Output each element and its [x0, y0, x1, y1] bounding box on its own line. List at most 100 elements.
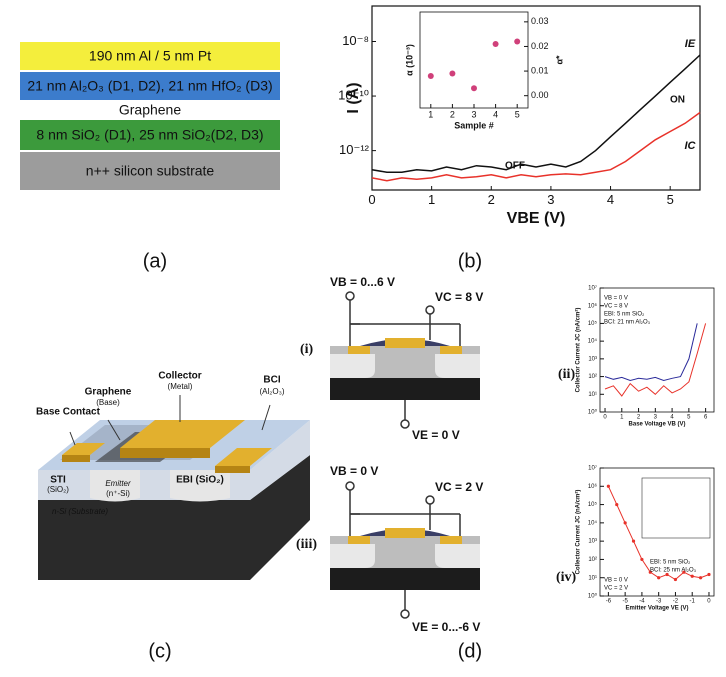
annotation: ON	[670, 95, 685, 106]
y-tick-label: 10⁰	[588, 593, 598, 600]
x-tick-label: 1	[620, 414, 624, 420]
voltage-label: VB = 0...6 V	[330, 275, 395, 289]
data-point	[607, 485, 610, 488]
x-tick-label: 4	[493, 110, 498, 120]
voltage-label: VE = 0...-6 V	[412, 620, 480, 634]
x-tick-label: -6	[606, 598, 612, 604]
panel-label: (c)	[148, 640, 171, 662]
y-tick-label: 10⁻⁸	[342, 33, 369, 48]
y-tick-label: 10⁶	[588, 302, 598, 309]
y-tick-label: 10⁷	[588, 465, 597, 472]
voltage-label: VC = 2 V	[435, 480, 483, 494]
data-point	[707, 573, 710, 576]
data-point	[624, 521, 627, 524]
device-label: BCI	[263, 375, 280, 386]
data-point	[699, 576, 702, 579]
y2-axis-label: α*	[554, 55, 564, 65]
y-tick-label: 10¹	[588, 392, 597, 398]
x-tick-label: 1	[428, 110, 433, 120]
device-label: Base Contact	[36, 407, 101, 418]
y-tick-label: 10¹	[588, 575, 597, 581]
plot-frame	[420, 12, 528, 108]
layer-label: 21 nm Al₂O₃ (D1, D2), 21 nm HfO₂ (D3)	[27, 78, 272, 94]
annotation: OFF	[505, 161, 525, 172]
series-line	[605, 323, 706, 396]
voltage-label: VC = 8 V	[435, 290, 483, 304]
y2-tick-label: 0.00	[531, 90, 549, 100]
annotation: VB = 0 V	[604, 296, 628, 302]
x-tick-label: 2	[450, 110, 455, 120]
device-label: STI	[50, 475, 66, 486]
layer-label: n++ silicon substrate	[86, 163, 215, 179]
panel-label: (ii)	[558, 367, 575, 382]
device-label: Graphene	[85, 387, 132, 398]
device-label: EBI (SiO₂)	[176, 475, 224, 486]
panel-label: (d)	[458, 640, 482, 662]
x-tick-label: 3	[471, 110, 476, 120]
y-tick-label: 10³	[588, 539, 597, 545]
series-label: IC	[685, 140, 697, 152]
device-label: (SiO₂)	[47, 485, 69, 494]
y-axis-label: I (A)	[345, 82, 362, 113]
annotation: VC = 8 V	[604, 304, 628, 310]
y-tick-label: 10⁵	[588, 320, 598, 327]
y-tick-label: 10³	[588, 356, 597, 362]
x-tick-label: 3	[654, 414, 658, 420]
x-tick-label: -5	[622, 598, 628, 604]
x-tick-label: 2	[488, 192, 495, 207]
layer-label: 190 nm Al / 5 nm Pt	[89, 48, 211, 64]
annotation: BCI: 21 nm Al₂O₃	[604, 320, 651, 326]
x-tick-label: -3	[656, 598, 662, 604]
data-point	[428, 73, 434, 79]
data-point	[514, 39, 520, 45]
y-tick-label: 10²	[588, 557, 597, 563]
x-tick-label: 4	[607, 192, 614, 207]
x-axis-label: Emitter Voltage VE (V)	[626, 606, 689, 612]
layer-label: Graphene	[119, 102, 181, 118]
x-tick-label: -4	[639, 598, 645, 604]
x-tick-label: 0	[368, 192, 375, 207]
device-label: n-Si (Substrate)	[52, 507, 108, 516]
x-tick-label: 5	[515, 110, 520, 120]
data-point	[691, 575, 694, 578]
y-tick-label: 10⁴	[588, 338, 598, 345]
y-tick-label: 10⁰	[588, 409, 598, 416]
y2-tick-label: 0.01	[531, 65, 549, 75]
x-tick-label: 3	[547, 192, 554, 207]
x-axis-label: VBE (V)	[507, 210, 566, 227]
panel-label: (b)	[458, 250, 482, 272]
series-line	[605, 323, 697, 380]
panel-label: (iii)	[296, 537, 317, 552]
y2-tick-label: 0.03	[531, 16, 549, 26]
x-tick-label: -2	[673, 598, 679, 604]
figure: 190 nm Al / 5 nm Pt 21 nm Al₂O₃ (D1, D2)…	[0, 0, 726, 677]
panel-label: (i)	[300, 342, 314, 357]
x-tick-label: 0	[707, 598, 711, 604]
device-label: (Al₂O₃)	[259, 387, 284, 396]
x-tick-label: 6	[704, 414, 708, 420]
layer-stack: 190 nm Al / 5 nm Pt 21 nm Al₂O₃ (D1, D2)…	[20, 42, 280, 190]
y-tick-label: 10⁵	[588, 501, 598, 508]
x-axis-label: Sample #	[454, 120, 494, 130]
data-point	[632, 540, 635, 543]
device-label: Emitter	[105, 479, 131, 488]
data-point	[471, 85, 477, 91]
device-label: (Base)	[96, 398, 120, 407]
annotation: VB = 0 V	[604, 578, 628, 584]
y-axis-label: α (10⁻³)	[404, 44, 414, 76]
y-tick-label: 10⁴	[588, 519, 598, 526]
annotation: VC = 2 V	[604, 586, 628, 592]
data-point	[640, 558, 643, 561]
series-label: IE	[685, 38, 696, 50]
x-tick-label: 2	[637, 414, 641, 420]
x-tick-label: -1	[690, 598, 696, 604]
voltage-label: VE = 0 V	[412, 428, 460, 442]
y-axis-label: Collector Current JC (nA/cm²)	[575, 308, 582, 393]
device-diagram: Base Contact Graphene (Base) Collector (…	[36, 371, 310, 580]
annotation: BCI: 25 nm Al₂O₃	[650, 568, 697, 574]
annotation: EBI: 5 nm SiO₂	[604, 312, 645, 318]
x-tick-label: 5	[667, 192, 674, 207]
y-tick-label: 10²	[588, 374, 597, 380]
voltage-label: VB = 0 V	[330, 464, 378, 478]
x-tick-label: 5	[687, 414, 691, 420]
